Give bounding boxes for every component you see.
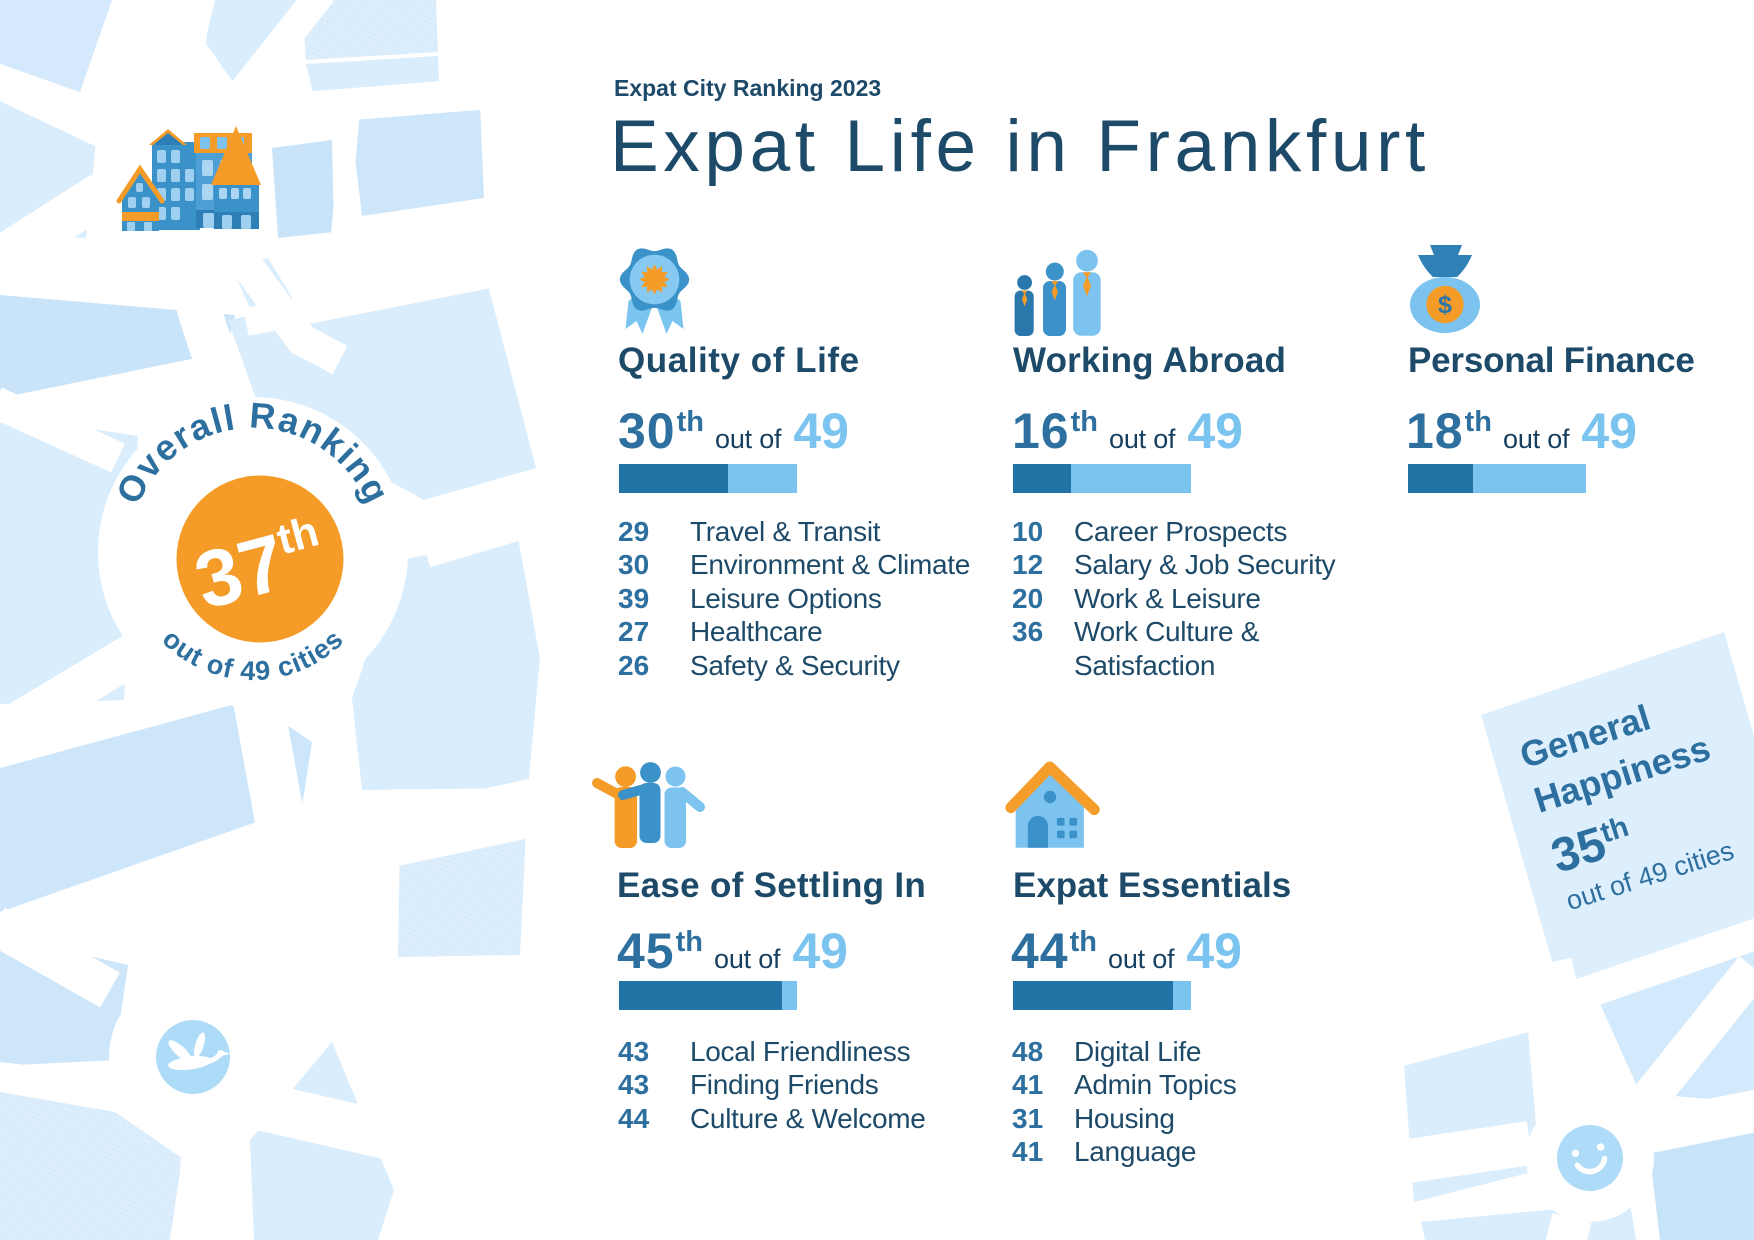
svg-text:$: $: [1438, 291, 1452, 319]
